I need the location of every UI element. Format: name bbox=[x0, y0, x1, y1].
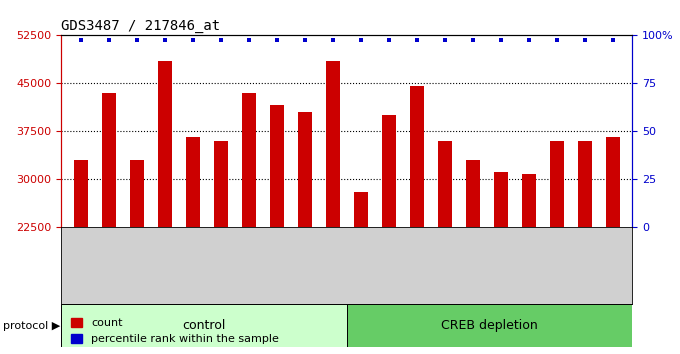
Bar bbox=[466, 160, 480, 227]
Bar bbox=[214, 141, 228, 227]
Bar bbox=[578, 141, 592, 227]
Bar bbox=[347, 304, 632, 347]
Bar bbox=[522, 174, 536, 227]
Bar bbox=[102, 93, 116, 227]
Bar bbox=[438, 141, 452, 227]
Text: protocol ▶: protocol ▶ bbox=[3, 321, 61, 331]
Bar bbox=[74, 160, 88, 227]
Text: CREB depletion: CREB depletion bbox=[441, 319, 538, 332]
Bar bbox=[158, 61, 172, 227]
Bar bbox=[242, 93, 256, 227]
Bar bbox=[606, 137, 619, 227]
Bar bbox=[298, 112, 312, 227]
Text: GDS3487 / 217846_at: GDS3487 / 217846_at bbox=[61, 19, 220, 33]
Bar bbox=[550, 141, 564, 227]
Text: control: control bbox=[182, 319, 226, 332]
Bar bbox=[186, 137, 200, 227]
Bar bbox=[270, 105, 284, 227]
Legend: count, percentile rank within the sample: count, percentile rank within the sample bbox=[67, 313, 284, 348]
Bar bbox=[410, 86, 424, 227]
Bar bbox=[494, 172, 508, 227]
Bar bbox=[326, 61, 340, 227]
Bar bbox=[381, 115, 396, 227]
Bar bbox=[61, 304, 347, 347]
Bar bbox=[130, 160, 143, 227]
Bar bbox=[354, 192, 368, 227]
